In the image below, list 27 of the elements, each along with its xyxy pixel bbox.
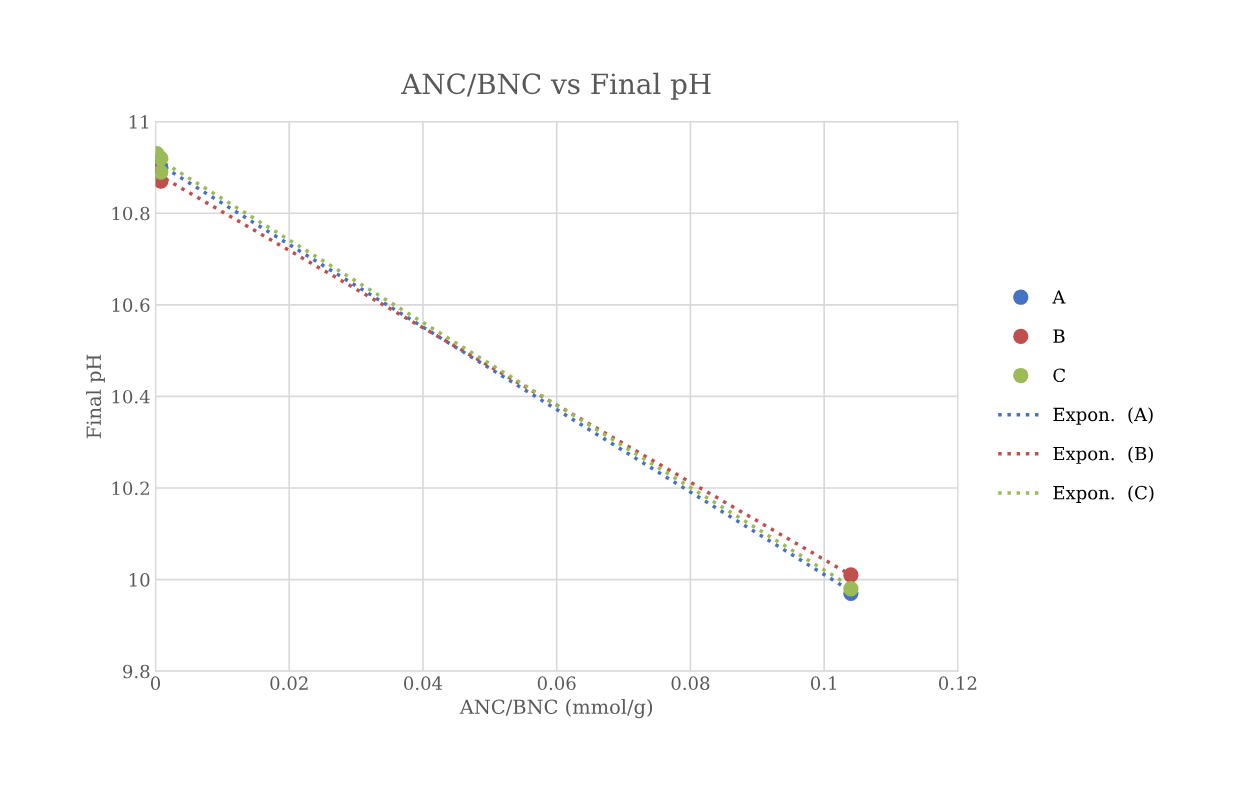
legend-label: Expon. (C): [1053, 485, 1154, 504]
x-tick-label: 0: [150, 676, 161, 691]
point: [155, 164, 169, 180]
legend-label: B: [1053, 329, 1065, 343]
x-tick-label: 0.02: [270, 676, 308, 691]
x-tick-label: 0.12: [938, 676, 977, 691]
y-tick-label: 9.8: [123, 664, 150, 679]
legend-label: A: [1052, 290, 1066, 304]
x-tick-label: 0.04: [404, 676, 443, 691]
y-tick-label: 10.2: [112, 481, 149, 496]
point: [843, 581, 859, 597]
y-tick-label: 11: [129, 115, 149, 129]
legend-label: C: [1053, 368, 1066, 383]
point: [155, 150, 169, 166]
y-tick-label: 10: [129, 573, 150, 587]
legend-label: Expon. (B): [1053, 446, 1153, 464]
legend-label: Expon. (A): [1053, 407, 1153, 425]
x-tick-label: 0.1: [810, 676, 836, 691]
point: [843, 567, 859, 583]
y-tick-label: 10.6: [112, 298, 150, 312]
x-axis-title: ANC/BNC (mmol/g): [459, 699, 653, 719]
y-tick-label: 10.4: [112, 389, 150, 404]
x-tick-label: 0.08: [671, 676, 710, 691]
y-axis-title: Final pH: [86, 354, 105, 439]
y-tick-label: 10.8: [112, 206, 150, 221]
x-tick-label: 0.06: [537, 676, 576, 691]
chart-title: ANC/BNC vs Final pH: [401, 72, 711, 100]
